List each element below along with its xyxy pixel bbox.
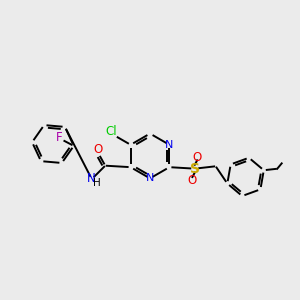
Text: N: N [86,172,95,185]
Text: F: F [56,131,63,144]
Text: O: O [188,173,197,187]
Text: N: N [165,140,174,150]
Text: N: N [146,173,154,183]
Text: H: H [93,178,101,188]
Text: Cl: Cl [106,125,117,138]
Text: O: O [193,151,202,164]
Text: S: S [190,162,200,176]
Text: O: O [93,143,102,156]
